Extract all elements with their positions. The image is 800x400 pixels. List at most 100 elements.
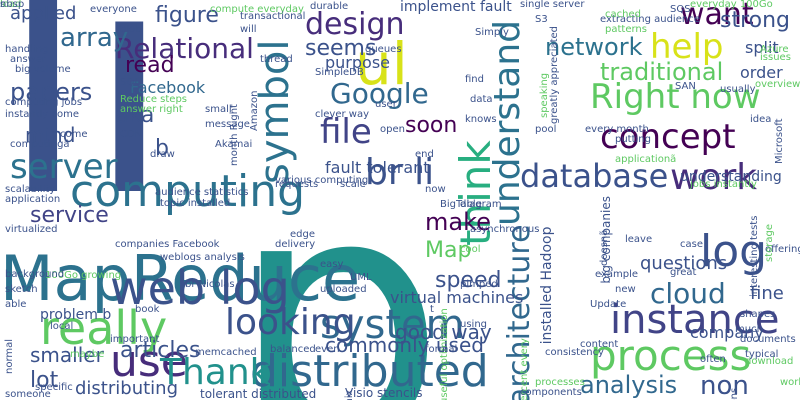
word-consistency: consistency [545,347,604,358]
word-li: li [0,0,173,265]
word-new: new [615,284,636,295]
word-uploaded: uploaded [320,284,367,295]
word-visio-stencils: Visio stencils [345,386,423,400]
word-message: message [205,119,250,130]
word-sqs: SQS [670,4,691,15]
word-relational: Relational [115,32,254,65]
word-thread: thread [260,54,293,65]
word-requests: requests [275,179,319,190]
word-putting: putting [615,134,651,145]
word-issues: issues [760,52,791,63]
word-balanced: balanced [270,344,316,355]
word-mapreduce: MapReduce [0,242,361,315]
word-blob: blob [120,24,142,35]
word-documents: documents [740,334,796,345]
word-p: p [230,122,446,400]
word-update: Update [590,299,627,310]
word-strong: strong [720,8,791,33]
word-seems: seems [305,36,377,61]
word-understanding: understanding [680,169,782,185]
word-computing-jobs: computing jobs [5,97,83,108]
word-companies-facebook: companies Facebook [115,239,220,250]
word-example: example [595,269,639,280]
word-instance: instance [610,297,780,343]
word-aka: aka [115,103,155,128]
word-problem-b: problem b [40,307,112,323]
word-pimped: pimped [460,279,498,290]
word-computing: computingã [10,139,70,150]
word-read: read [125,53,175,78]
word-everyday-100go: everyday 100Go [690,0,773,10]
word-patterns: patterns [605,24,647,35]
word-use: use [110,336,188,387]
word-map: Map [425,238,472,263]
word-application: application [5,194,61,205]
word-non: non [700,371,749,400]
word-content: content [580,339,619,350]
word-application: applicationã [615,154,677,165]
word-amazon: Amazon [249,90,260,131]
word-t: t [430,304,434,315]
word-commonly-used: commonly used [325,333,484,357]
word-work: work [670,157,758,198]
word-book: book [135,304,160,315]
word-simply: Simply [475,27,509,38]
word-implement-fault: implement fault [400,0,512,15]
word-memcached: memcached [195,347,257,358]
word-100go-growing: 100Go growing [45,270,122,281]
word-doesn: doesnã [599,229,610,266]
word-tolerant-distributed: tolerant distributed [200,387,317,400]
word-questions: questions [640,253,728,274]
word-draw: draw [150,149,175,160]
word-normal: normal [4,338,15,374]
word-papers: papers [10,78,93,106]
word-delivery: delivery [275,239,316,250]
word-download: download [745,356,794,367]
word-open: open [380,124,405,135]
word-end: end [415,149,434,160]
word-small: small [205,104,232,115]
word-worker: worker [780,377,800,388]
word-uml: UML [350,272,372,283]
word-traditional: traditional [600,58,724,86]
word-lot: lot [30,368,59,393]
word-using: using [460,319,488,330]
word-distributing: distributing [75,378,178,399]
word-akamai: Akamai [215,139,253,150]
word-leave: leave [625,234,653,245]
word-cached: cached [605,9,641,20]
word-background: background [5,269,65,280]
word-br-li: br li [365,152,435,193]
word-s3: S3 [535,14,548,25]
word-fine: fine [750,283,784,304]
word-bigtable: BigTable [440,199,482,210]
word-looking: looking [225,302,356,343]
word-concept: concept [600,117,736,157]
word-user: user [375,99,397,110]
word-want: want [680,0,754,32]
word-reduce-steps: Reduce steps [120,94,188,105]
word-important: important [110,334,160,345]
word-speaking: speaking [539,72,550,118]
word-offerings: offerings [765,244,800,255]
word-jobs-instantly: jobs instantly [690,179,757,190]
word-cloud: cloud [650,277,726,310]
word-thank: Thank [160,352,271,393]
word-interesting-tests: interesting tests [749,215,760,297]
word-transactional: transactional [240,11,306,22]
word-processes: processes [535,377,585,388]
word-answer-right: answer right [120,104,183,115]
word-file: file [320,112,372,152]
word-data: data [470,94,493,105]
word-mind: mind [25,123,76,147]
word-articles: articles [120,338,201,363]
word-often: often [700,354,726,365]
word-able: able [5,299,27,310]
word-big-volume: big volume [15,64,71,75]
word-will: will [240,24,257,35]
word-compute-everyday: compute everyday [210,4,304,15]
word-durable: durable [310,1,349,12]
word-purpose: purpose [325,53,390,72]
word-san: SAN [675,81,696,92]
